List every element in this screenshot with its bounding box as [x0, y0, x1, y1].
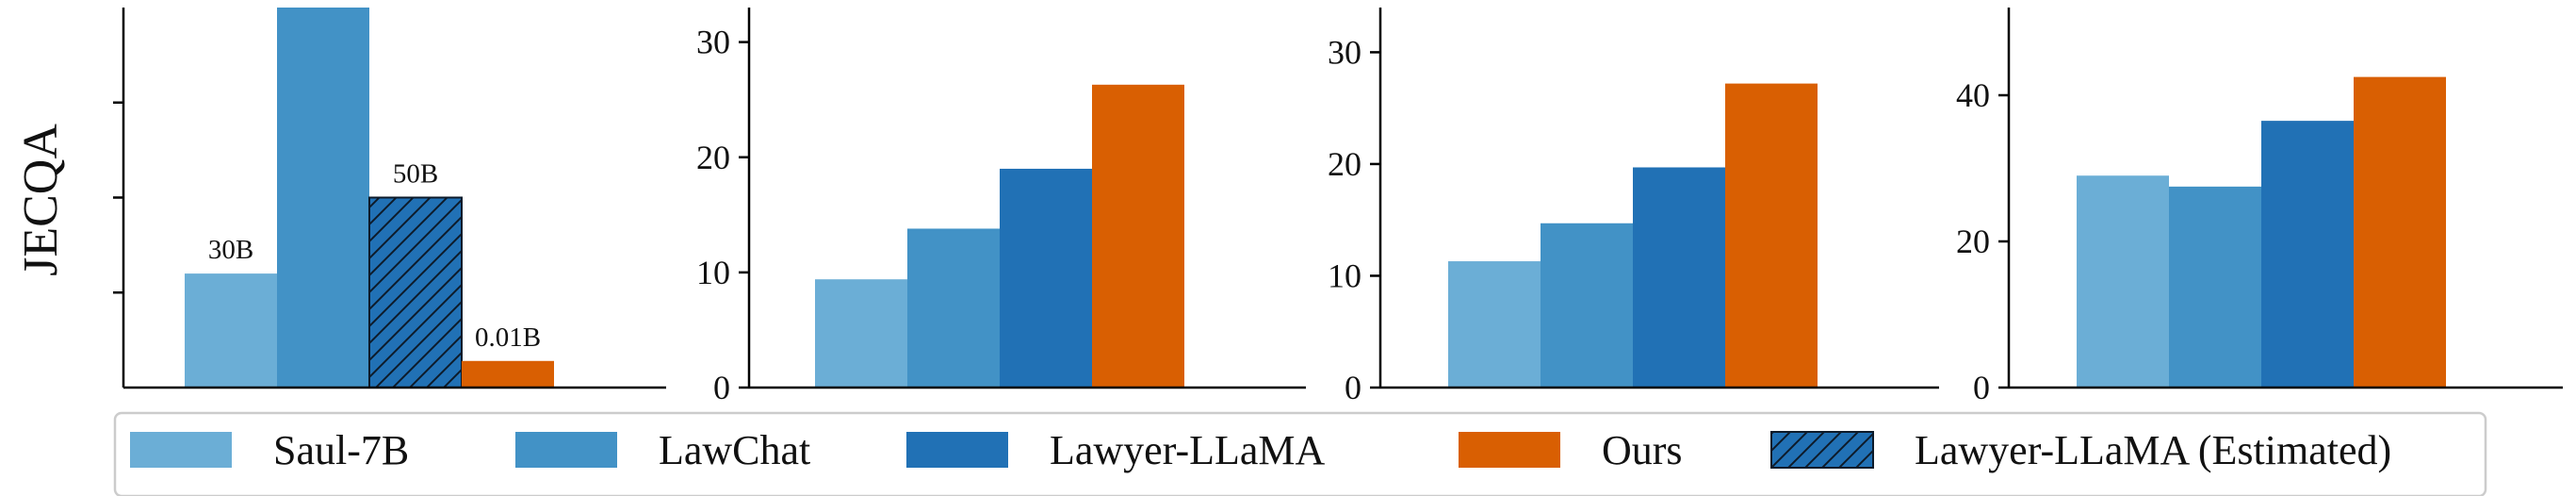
bar-lawchat [1541, 223, 1633, 388]
legend-swatch [1770, 431, 1874, 469]
legend-item-lawchat: LawChat [515, 427, 810, 473]
y-tick-label: 30 [696, 24, 730, 61]
bar-data-label: 0.01B [475, 322, 541, 353]
bar-ours [1092, 84, 1184, 388]
bar-saul-7b [815, 279, 907, 388]
bar-ours [1725, 83, 1818, 388]
chart-panel-1: 30B100B50B0.01B [113, 8, 666, 389]
chart-panel-3: 0 10 20 30 [1328, 8, 1939, 406]
bar-lawchat [277, 8, 369, 388]
bar-lawyer-llama [2261, 121, 2354, 388]
y-tick-label: 10 [696, 254, 730, 291]
y-tick-label: 20 [1328, 145, 1361, 183]
y-tick-label: 40 [1956, 76, 1990, 114]
bar-saul-7b [185, 273, 277, 388]
legend-label: Saul-7B [273, 427, 409, 473]
y-tick-label: 0 [1973, 369, 1990, 406]
y-tick-label: 0 [713, 369, 730, 406]
bar-lawyer-llama-estimated [368, 196, 463, 389]
bar-saul-7b [1448, 261, 1541, 388]
legend-frame [113, 411, 2487, 496]
y-tick-label: 20 [696, 139, 730, 176]
y-tick-label: 10 [1328, 256, 1361, 294]
legend-swatch [515, 432, 617, 468]
legend-item-ours: Ours [1459, 427, 1683, 473]
chart-panel-4: 0 20 40 [1956, 8, 2563, 406]
legend-label: Lawyer-LLaMA (Estimated) [1915, 427, 2391, 473]
bar-data-label: 50B [393, 159, 438, 190]
bar-ours [462, 360, 554, 388]
bar-lawyer-llama [1000, 168, 1092, 388]
y-tick-label: 30 [1328, 33, 1361, 71]
bar-lawchat [2169, 186, 2261, 388]
legend-label: LawChat [659, 427, 810, 473]
bar-data-label: 30B [208, 235, 253, 265]
legend-item-lawyer-llama: Lawyer-LLaMA [906, 427, 1326, 473]
legend-label: Lawyer-LLaMA [1050, 427, 1326, 473]
legend-item-lawyer-llama-estimated: Lawyer-LLaMA (Estimated) [1770, 427, 2391, 473]
bar-lawyer-llama [1633, 167, 1725, 388]
legend-item-saul-7b: Saul-7B [130, 427, 409, 473]
chart-panel-2: 0 10 20 30 [696, 8, 1306, 406]
legend-swatch [906, 432, 1008, 468]
legend-swatch [1459, 432, 1560, 468]
y-tick-label: 0 [1345, 369, 1361, 406]
legend: Saul-7B LawChat Lawyer-LLaMA Ours Lawyer-LLa… [113, 411, 2487, 496]
y-axis-title: JECQA [14, 124, 68, 276]
bar-saul-7b [2077, 175, 2169, 388]
bar-ours [2354, 76, 2446, 388]
legend-label: Ours [1602, 427, 1683, 473]
y-tick-label: 20 [1956, 223, 1990, 260]
legend-swatch [130, 432, 232, 468]
bar-lawchat [907, 228, 1000, 388]
